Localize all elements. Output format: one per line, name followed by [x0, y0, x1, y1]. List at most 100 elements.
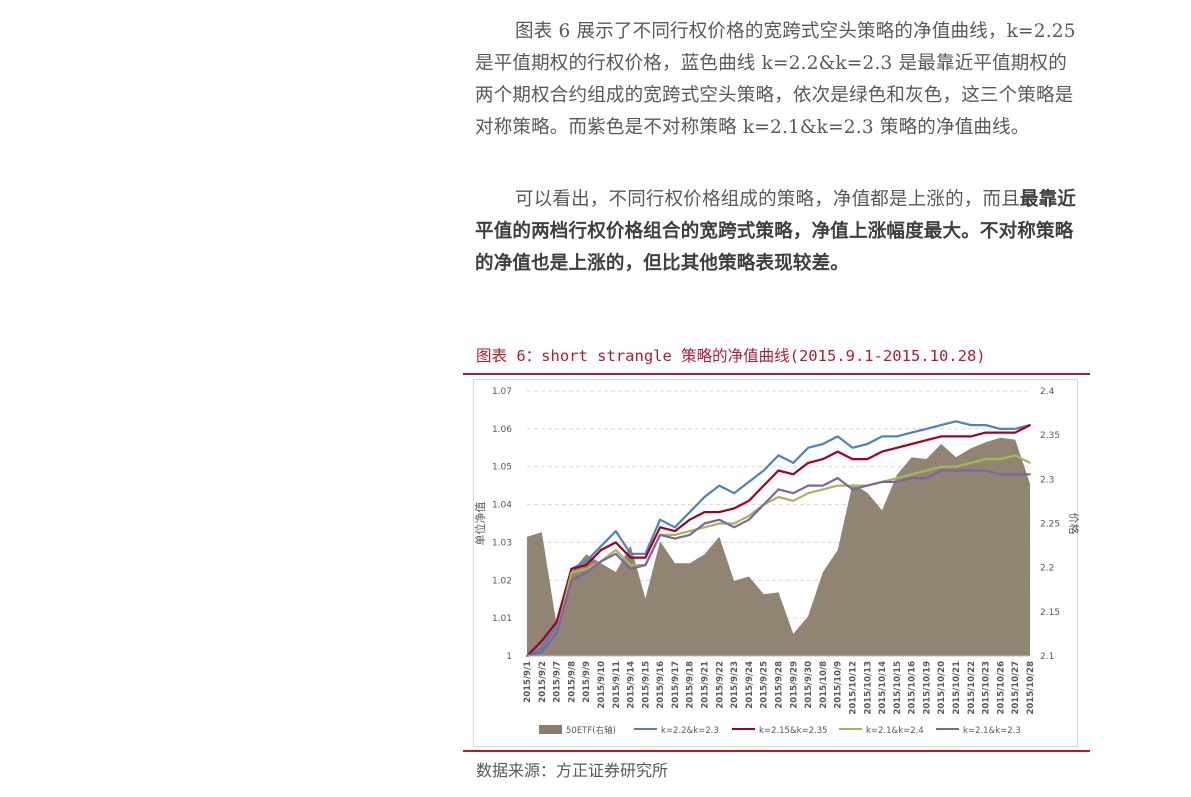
x-tick-label: 2015/10/13	[863, 661, 873, 715]
series-4-point	[866, 484, 869, 487]
x-tick-label: 2015/9/25	[760, 661, 770, 709]
series-2-point	[629, 556, 632, 559]
series-4-point	[1014, 473, 1017, 476]
x-tick-label: 2015/10/14	[878, 661, 888, 715]
x-tick-label: 2015/9/15	[641, 661, 651, 709]
net-value-chart: 1 1.01 1.02 1.03 1.04 1.05 1.06 1.07 2.1 2.15 2.2 2…	[474, 387, 1079, 736]
series-3-point	[955, 465, 957, 468]
y2-axis-title: 价格	[1067, 513, 1079, 535]
legend-label: k=2.15&k=2.35	[759, 726, 828, 736]
series-4-point	[703, 522, 706, 525]
y2-tick-label: 2.4	[1040, 387, 1055, 397]
series-4-point	[674, 537, 676, 540]
series-2-point	[762, 484, 765, 487]
x-tick-label: 2015/10/22	[967, 661, 977, 715]
y2-tick-label: 2.1	[1040, 652, 1054, 662]
data-source: 数据来源：方正证券研究所	[476, 761, 669, 780]
y-tick-label: 1.07	[492, 387, 512, 397]
y-axis-title: 单位净值	[474, 502, 487, 546]
series-4-point	[659, 534, 661, 536]
series-2-point	[822, 458, 824, 460]
x-tick-label: 2015/9/7	[553, 661, 563, 703]
x-tick-label: 2015/9/17	[671, 661, 681, 709]
series-2-point	[659, 526, 661, 529]
series-3-point	[748, 515, 750, 517]
series-4-point	[940, 469, 943, 472]
series-3-point	[629, 564, 632, 566]
y2-tick-label: 2.2	[1040, 564, 1054, 574]
paragraph-2-text: 可以看出，不同行权价格组成的策略，净值都是上涨的，而且	[515, 189, 1020, 210]
series-4-point	[807, 484, 809, 487]
paragraph-1-text: 图表 6 展示了不同行权价格的宽跨式空头策略的净值曲线，k=2.25 是平值期权…	[475, 21, 1076, 138]
series-2-point	[969, 435, 972, 438]
x-tick-label: 2015/9/22	[715, 661, 725, 709]
series-2-point	[984, 431, 987, 434]
series-3-point	[1014, 454, 1017, 457]
series-3-point	[570, 571, 573, 574]
series-1-point	[762, 469, 765, 472]
series-1-point	[674, 526, 676, 529]
series-3-point	[703, 526, 706, 529]
figure-top-rule	[463, 373, 1090, 375]
series-4-point	[733, 526, 735, 529]
legend-label: 50ETF(右轴)	[566, 725, 616, 736]
series-4-point	[925, 477, 928, 479]
series-1-point	[688, 511, 691, 513]
series-3-point	[733, 522, 735, 525]
series-2-point	[703, 511, 706, 513]
series-4-point	[910, 477, 913, 479]
series-3-point	[585, 568, 588, 570]
x-tick-label: 2015/9/8	[567, 661, 577, 703]
chart-container: 1 1.01 1.02 1.03 1.04 1.05 1.06 1.07 2.1 2.15 2.2 2…	[473, 379, 1079, 747]
series-4-point	[600, 560, 602, 563]
series-1-point	[629, 552, 632, 555]
series-1-point	[836, 435, 839, 438]
series-1-point	[851, 446, 854, 449]
series-2-point	[807, 462, 809, 464]
series-4-point	[748, 518, 750, 521]
series-1-point	[555, 624, 558, 627]
series-1-point	[822, 443, 824, 445]
series-1-point	[896, 435, 898, 438]
series-3-point	[999, 458, 1002, 460]
series-4-point	[851, 488, 854, 491]
series-3-point	[777, 496, 780, 498]
x-tick-label: 2015/10/12	[848, 661, 858, 715]
series-2-point	[792, 473, 795, 476]
series-2-point	[540, 640, 543, 642]
series-3-point	[674, 534, 676, 536]
series-3-point	[807, 492, 809, 495]
series-2-point	[896, 446, 898, 449]
x-tick-label: 2015/10/16	[908, 661, 918, 715]
series-4-point	[792, 492, 795, 495]
series-4-point	[777, 488, 780, 491]
x-tick-label: 2015/10/26	[996, 661, 1006, 715]
series-4-point	[822, 484, 824, 487]
x-tick-label: 2015/10/27	[1011, 661, 1021, 715]
series-2-point	[555, 621, 558, 623]
x-tick-label: 2015/9/18	[686, 661, 696, 709]
x-tick-label: 2015/9/9	[582, 661, 592, 703]
area-50etf	[527, 437, 1030, 656]
series-1-point	[703, 496, 706, 498]
series-2-point	[866, 458, 869, 460]
series-2-point	[1029, 424, 1031, 426]
series-2-point	[851, 458, 854, 460]
series-1-point	[600, 545, 602, 548]
series-1-point	[910, 431, 913, 434]
series-2-point	[718, 511, 721, 513]
series-2-point	[644, 556, 647, 559]
series-4-point	[955, 469, 957, 472]
series-4-point	[570, 579, 573, 582]
series-2-point	[1014, 431, 1017, 434]
y2-tick-label: 2.3	[1040, 475, 1054, 485]
series-1-point	[940, 424, 943, 426]
series-3-point	[822, 488, 824, 491]
x-tick-label: 2015/9/14	[627, 661, 637, 709]
series-1-point	[969, 424, 972, 426]
series-1-point	[733, 492, 735, 495]
legend-swatch-area	[539, 725, 562, 734]
x-tick-label: 2015/10/8	[819, 661, 829, 709]
x-tick-label: 2015/10/28	[1026, 661, 1036, 715]
series-1-point	[955, 420, 957, 423]
